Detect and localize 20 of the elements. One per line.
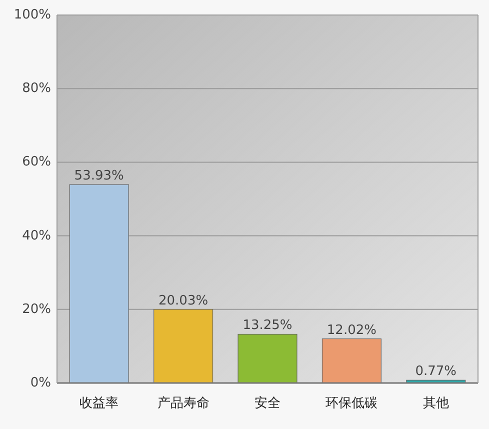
y-tick-label: 0%: [30, 376, 51, 390]
y-tick-label: 100%: [14, 8, 51, 22]
x-tick-label: 收益率: [80, 395, 119, 411]
bar: [154, 308, 214, 384]
bar: [322, 338, 382, 384]
data-label: 53.93%: [74, 168, 124, 184]
data-label: 0.77%: [415, 364, 457, 380]
x-tick-label: 安全: [254, 395, 280, 411]
x-tick-label: 产品寿命: [157, 396, 210, 411]
data-label: 20.03%: [158, 293, 208, 308]
y-tick-label: 60%: [22, 154, 51, 170]
data-label: 13.25%: [242, 318, 292, 334]
data-label: 12.02%: [326, 322, 376, 338]
bar: [238, 334, 298, 384]
x-tick-label: 其他: [422, 396, 449, 411]
y-tick-label: 40%: [22, 228, 51, 244]
y-tick-label: 80%: [22, 81, 51, 96]
bar: [69, 184, 129, 384]
y-tick-label: 20%: [22, 302, 51, 317]
x-tick-label: 环保低碳: [326, 396, 378, 411]
